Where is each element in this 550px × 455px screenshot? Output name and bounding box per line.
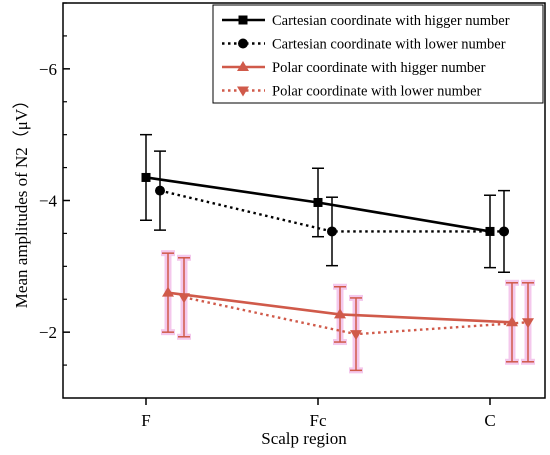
- legend: Cartesian coordinate with higger number C…: [212, 4, 544, 104]
- data-point-marker: [522, 318, 534, 329]
- data-point-marker: [237, 61, 249, 71]
- data-point-marker: [327, 226, 337, 237]
- data-point-marker: [313, 197, 323, 207]
- errorbar-glow-layer: [161, 250, 535, 374]
- data-point-marker: [485, 226, 495, 236]
- y-tick-label: −6: [39, 60, 57, 79]
- x-axis-label: Scalp region: [261, 429, 347, 448]
- ticks: F Fc C −6 −4 −2: [39, 2, 496, 430]
- legend-box: [212, 4, 544, 104]
- x-tick-label: Fc: [310, 411, 327, 430]
- legend-label: Polar coordinate with lower number: [272, 84, 482, 100]
- data-point-marker: [238, 38, 248, 49]
- x-tick-label: F: [141, 411, 150, 430]
- data-point-marker: [499, 226, 509, 237]
- data-point-marker: [334, 308, 346, 319]
- data-point-marker: [238, 15, 248, 25]
- y-tick-label: −2: [39, 323, 57, 342]
- data-point-marker: [506, 316, 518, 327]
- legend-label: Polar coordinate with higger number: [272, 60, 486, 76]
- data-point-marker: [178, 293, 190, 304]
- data-point-marker: [237, 86, 249, 97]
- data-point-marker: [162, 286, 174, 297]
- x-tick-label: C: [484, 411, 495, 430]
- y-tick-label: −4: [39, 192, 58, 211]
- data-point-marker: [350, 330, 362, 341]
- legend-label: Cartesian coordinate with lower number: [272, 37, 506, 53]
- data-point-marker: [141, 172, 151, 182]
- legend-label: Cartesian coordinate with higger number: [272, 13, 510, 29]
- plot-area: [140, 133, 534, 372]
- y-axis-label: Mean amplitudes of N2（μV）: [12, 92, 31, 308]
- data-point-marker: [155, 185, 165, 196]
